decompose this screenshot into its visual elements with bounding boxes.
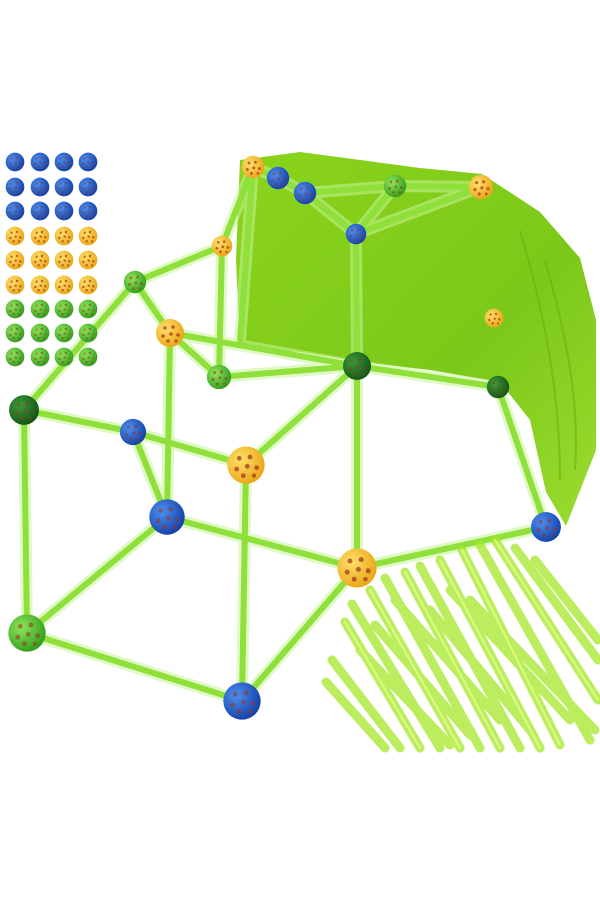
- connector: [55, 348, 74, 367]
- connector: [79, 153, 98, 172]
- connector: [9, 395, 39, 425]
- frame-rods: [18, 161, 552, 707]
- fabric-fold: [519, 229, 577, 481]
- connector: [8, 614, 45, 651]
- connector: [79, 324, 98, 343]
- connector: [79, 348, 98, 367]
- connector: [31, 178, 50, 197]
- connector: [31, 348, 50, 367]
- rod-bundle: [321, 535, 600, 753]
- connector: [531, 512, 561, 542]
- connector: [343, 352, 371, 380]
- connector: [79, 178, 98, 197]
- connector: [207, 365, 231, 389]
- connector: [337, 548, 376, 587]
- connector: [31, 276, 50, 295]
- connector: [6, 227, 25, 246]
- connector: [6, 178, 25, 197]
- connector: [124, 271, 146, 293]
- connector: [55, 251, 74, 270]
- connector: [6, 202, 25, 221]
- connector: [79, 251, 98, 270]
- connector: [242, 156, 264, 178]
- connector: [6, 324, 25, 343]
- connector: [79, 202, 98, 221]
- connector: [55, 300, 74, 319]
- connector: [55, 276, 74, 295]
- connector: [149, 499, 184, 534]
- connector: [31, 153, 50, 172]
- connector: [55, 178, 74, 197]
- connector: [55, 324, 74, 343]
- connector: [487, 376, 509, 398]
- connector: [294, 182, 316, 204]
- connector: [6, 153, 25, 172]
- connector: [6, 300, 25, 319]
- connector: [31, 251, 50, 270]
- connector: [227, 446, 264, 483]
- connector: [31, 324, 50, 343]
- connector: [79, 227, 98, 246]
- connector: [55, 202, 74, 221]
- connector: [469, 175, 493, 199]
- connector: [6, 251, 25, 270]
- connector-set: [6, 153, 98, 367]
- connector: [6, 348, 25, 367]
- connector: [55, 153, 74, 172]
- connector: [120, 419, 146, 445]
- connector: [212, 236, 233, 257]
- connector: [223, 682, 260, 719]
- connector: [346, 224, 367, 245]
- connector: [31, 227, 50, 246]
- connector: [79, 300, 98, 319]
- connector: [384, 175, 406, 197]
- connector: [31, 300, 50, 319]
- connector: [55, 227, 74, 246]
- connector: [156, 319, 184, 347]
- connector: [485, 309, 504, 328]
- connector: [6, 276, 25, 295]
- connector: [31, 202, 50, 221]
- connector: [267, 167, 289, 189]
- connector: [79, 276, 98, 295]
- fabric-cover: [236, 152, 596, 526]
